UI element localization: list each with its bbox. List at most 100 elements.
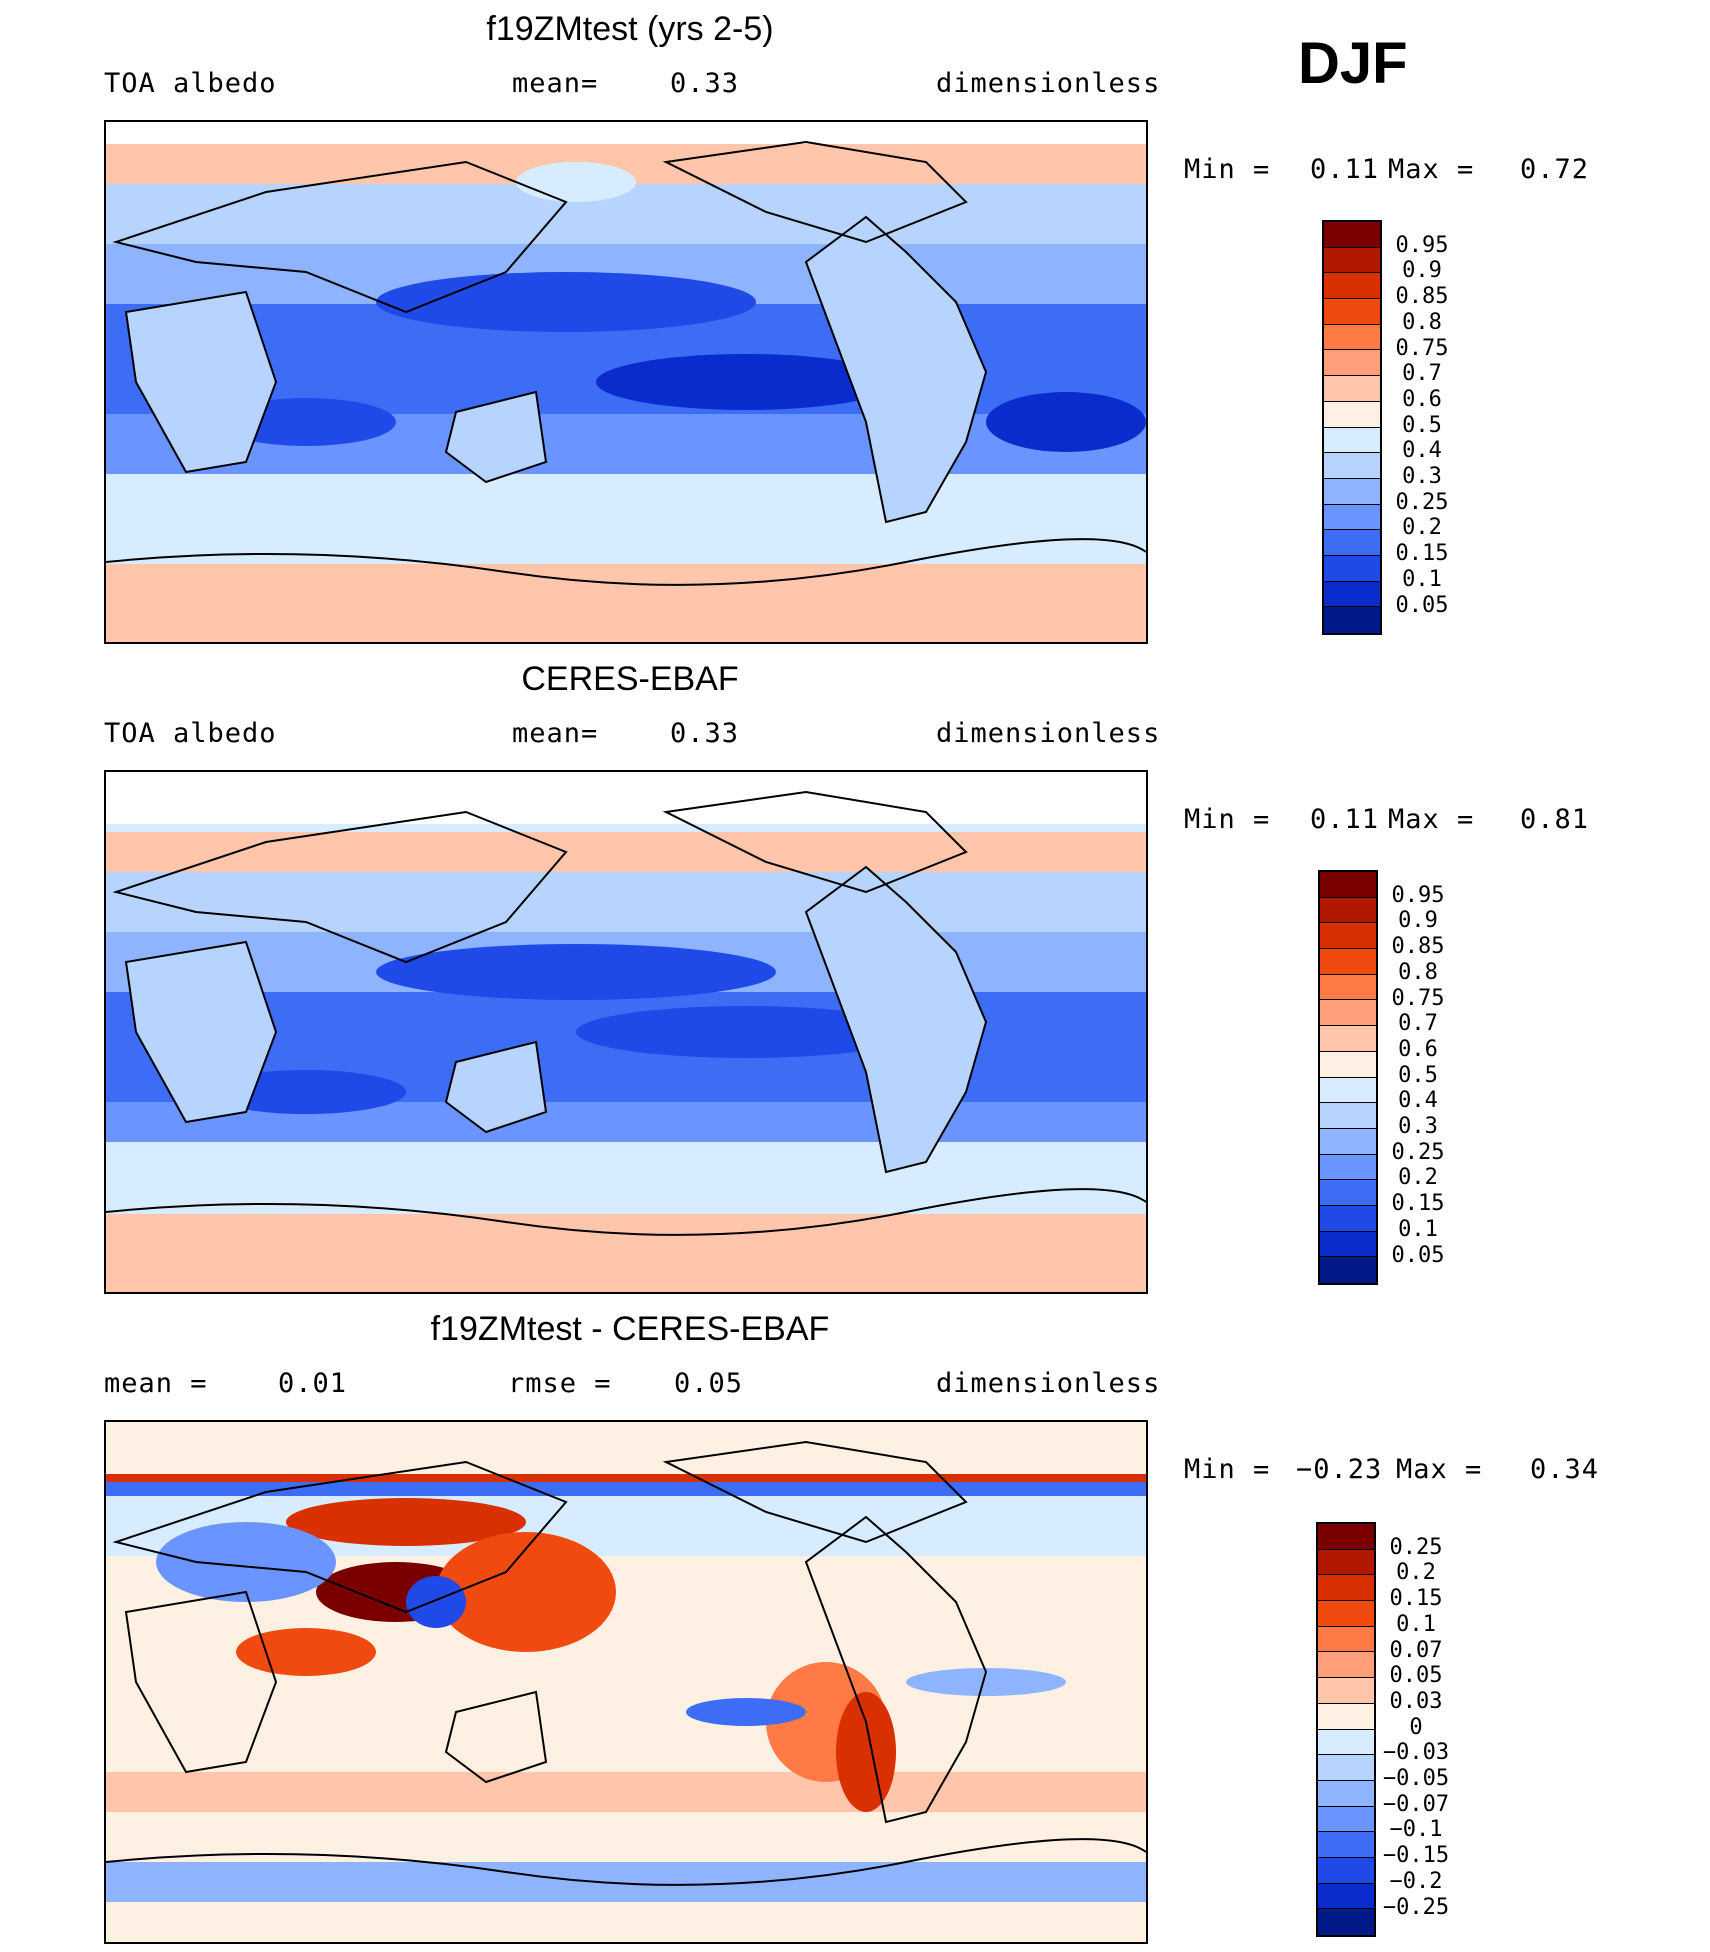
colorbar-tick-label: 0.85 xyxy=(1395,284,1449,310)
panel1-units: dimensionless xyxy=(936,68,1161,99)
colorbar-tick-label: 0.05 xyxy=(1391,1242,1445,1268)
season-label: DJF xyxy=(1298,31,1408,96)
colorbar-segment xyxy=(1318,1626,1374,1653)
colorbar-tick-label: 0.2 xyxy=(1398,1165,1438,1191)
panel1-mean-label: mean= xyxy=(512,68,599,99)
panel3-mean-value: 0.01 xyxy=(278,1368,348,1399)
colorbar-tick-label: 0.2 xyxy=(1396,1560,1436,1586)
colorbar-tick-label: 0.1 xyxy=(1396,1611,1436,1637)
colorbar-segment xyxy=(1320,1154,1376,1181)
colorbar-segment xyxy=(1318,1883,1374,1910)
colorbar-tick-label: 0.3 xyxy=(1402,464,1442,489)
panel3-mean-label: mean = xyxy=(104,1368,208,1399)
panel1-max-value: 0.72 xyxy=(1520,154,1590,185)
colorbar-tick-label: 0.15 xyxy=(1389,1586,1443,1612)
colorbar-segment xyxy=(1324,453,1380,479)
colorbar-segment xyxy=(1324,555,1380,582)
colorbar-segment xyxy=(1320,923,1376,950)
panel3-min-value: −0.23 xyxy=(1296,1454,1383,1485)
colorbar-segment xyxy=(1318,1549,1374,1576)
colorbar-tick-label: 0.7 xyxy=(1402,361,1442,387)
colorbar-segment xyxy=(1324,247,1380,274)
colorbar-tick-label: 0.05 xyxy=(1395,592,1449,618)
colorbar-tick-label: 0.75 xyxy=(1395,335,1449,361)
colorbar-tick-label: −0.1 xyxy=(1389,1817,1443,1843)
panel2-units: dimensionless xyxy=(936,718,1161,749)
colorbar-segment xyxy=(1324,581,1380,608)
colorbar-segment xyxy=(1318,1524,1374,1550)
colorbar-tick-label: 0.75 xyxy=(1391,985,1445,1011)
panel1-title: f19ZMtest (yrs 2-5) xyxy=(486,10,774,48)
colorbar-segment xyxy=(1320,872,1376,898)
colorbar-segment xyxy=(1320,1077,1376,1104)
colorbar-tick-label: 0.03 xyxy=(1389,1688,1443,1714)
panel2-title: CERES-EBAF xyxy=(521,660,739,698)
colorbar-tick-label: 0.2 xyxy=(1402,515,1442,541)
colorbar-tick-label: 0.15 xyxy=(1395,541,1449,567)
colorbar-segment xyxy=(1318,1909,1374,1935)
panel2-map-svg xyxy=(106,772,1146,1292)
colorbar-segment xyxy=(1318,1678,1374,1704)
colorbar-segment xyxy=(1318,1806,1374,1833)
colorbar-segment xyxy=(1324,427,1380,454)
colorbar-segment xyxy=(1320,1128,1376,1155)
colorbar-tick-label: −0.15 xyxy=(1382,1843,1450,1869)
colorbar-segment xyxy=(1324,350,1380,377)
colorbar-tick-label: 0 xyxy=(1409,1714,1423,1740)
panel1-min-label: Min = xyxy=(1184,154,1271,185)
colorbar-segment xyxy=(1320,1051,1376,1078)
colorbar-segment xyxy=(1318,1575,1374,1602)
colorbar-tick-label: 0.6 xyxy=(1398,1036,1438,1062)
colorbar-tick-label: 0.15 xyxy=(1391,1191,1445,1217)
colorbar-tick-label: 0.4 xyxy=(1402,438,1442,464)
panel2-variable: TOA albedo xyxy=(104,718,277,749)
panel1-max-label: Max = xyxy=(1388,154,1475,185)
colorbar-segment xyxy=(1324,222,1380,248)
colorbar-tick-label: 0.4 xyxy=(1398,1088,1438,1114)
colorbar-segment xyxy=(1320,1231,1376,1258)
colorbar-segment xyxy=(1324,401,1380,428)
colorbar-segment xyxy=(1318,1652,1374,1679)
colorbar-segment xyxy=(1324,504,1380,531)
colorbar-segment xyxy=(1318,1729,1374,1756)
colorbar-tick-label: 0.05 xyxy=(1389,1663,1443,1689)
colorbar-segment xyxy=(1320,1257,1376,1283)
panel1-map xyxy=(104,120,1148,644)
panel1-colorbar xyxy=(1322,220,1382,635)
colorbar-segment xyxy=(1324,299,1380,325)
panel1-min-value: 0.11 xyxy=(1310,154,1380,185)
panel2-mean-label: mean= xyxy=(512,718,599,749)
colorbar-segment xyxy=(1324,324,1380,351)
panel3-map xyxy=(104,1420,1148,1944)
panel3-title: f19ZMtest - CERES-EBAF xyxy=(430,1310,830,1348)
colorbar-segment xyxy=(1320,1000,1376,1027)
colorbar-segment xyxy=(1324,478,1380,505)
colorbar-segment xyxy=(1320,1180,1376,1206)
panel3-max-label: Max = xyxy=(1396,1454,1483,1485)
colorbar-segment xyxy=(1320,949,1376,975)
panel1-variable: TOA albedo xyxy=(104,68,277,99)
colorbar-tick-label: 0.8 xyxy=(1398,959,1438,985)
panel2-map xyxy=(104,770,1148,1294)
colorbar-tick-label: 0.6 xyxy=(1402,386,1442,412)
panel2-max-value: 0.81 xyxy=(1520,804,1590,835)
colorbar-tick-label: 0.5 xyxy=(1402,412,1442,438)
colorbar-segment xyxy=(1324,376,1380,402)
colorbar-segment xyxy=(1318,1601,1374,1627)
colorbar-segment xyxy=(1324,273,1380,300)
panel1-mean-value: 0.33 xyxy=(670,68,740,99)
panel2-colorbar xyxy=(1318,870,1378,1285)
panel3-rmse-value: 0.05 xyxy=(674,1368,744,1399)
panel3-min-label: Min = xyxy=(1184,1454,1271,1485)
colorbar-tick-label: 0.5 xyxy=(1398,1062,1438,1088)
colorbar-segment xyxy=(1320,1205,1376,1232)
panel2-min-label: Min = xyxy=(1184,804,1271,835)
colorbar-tick-label: 0.25 xyxy=(1395,489,1449,515)
colorbar-segment xyxy=(1318,1703,1374,1730)
colorbar-segment xyxy=(1320,1026,1376,1052)
colorbar-tick-label: 0.95 xyxy=(1391,882,1445,908)
panel2-max-label: Max = xyxy=(1388,804,1475,835)
colorbar-tick-label: 0.9 xyxy=(1402,258,1442,284)
colorbar-segment xyxy=(1324,530,1380,556)
colorbar-segment xyxy=(1320,974,1376,1001)
